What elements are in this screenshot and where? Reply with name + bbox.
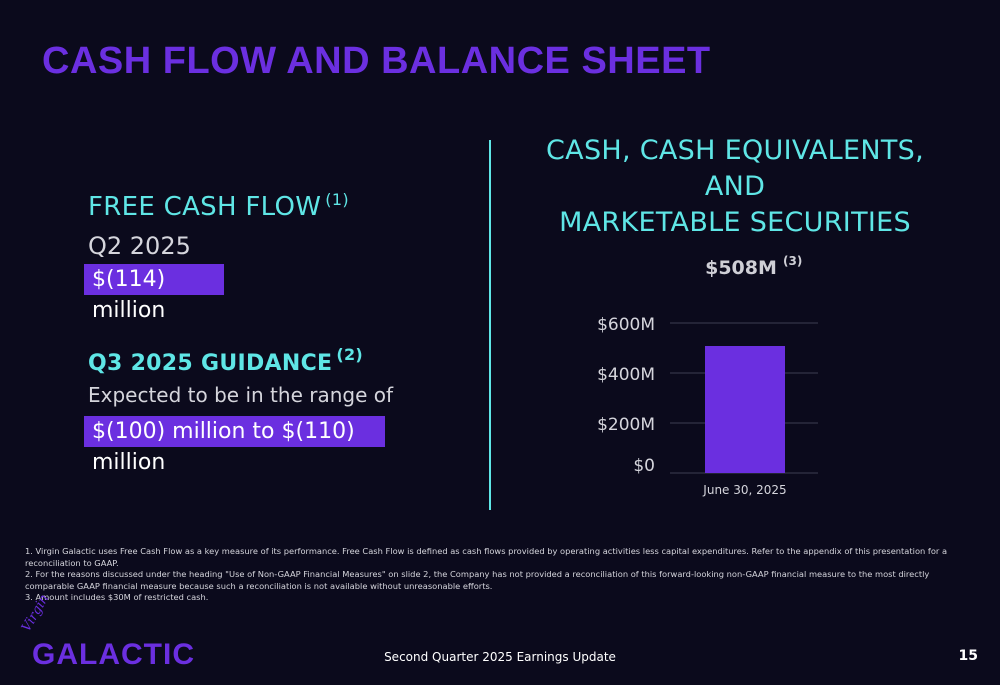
period-label: Q2 2025 [88,232,191,260]
logo-wordmark: GALACTIC [32,638,195,671]
cash-heading: CASH, CASH EQUIVALENTS, AND MARKETABLE S… [520,133,950,241]
data-label-0: $508M [705,257,777,279]
footnote-3: 3. Amount includes $30M of restricted ca… [25,592,209,602]
free-cash-flow-heading: FREE CASH FLOW (1) [88,190,349,222]
footnote-ref-1: (1) [325,190,349,209]
footer-title: Second Quarter 2025 Earnings Update [384,650,616,664]
logo-script: Virgin [19,592,53,635]
guidance-heading: Q3 2025 GUIDANCE (2) [88,345,363,376]
data-label-note-0: (3) [783,254,802,268]
slide-title: CASH FLOW AND BALANCE SHEET [42,40,711,82]
page-number: 15 [958,648,978,664]
vertical-divider [489,140,491,510]
cash-heading-line-2: MARKETABLE SECURITIES [559,207,911,238]
guidance-value: $(100) million to $(110) million [84,416,385,475]
x-category-label-0: June 30, 2025 [702,483,786,497]
footnote-ref-2: (2) [336,345,364,364]
y-tick-label-0: $0 [633,456,655,476]
y-tick-label-3: $600M [597,315,655,335]
bar-0 [705,346,785,473]
y-tick-label-1: $200M [597,415,655,435]
cash-heading-line-1: CASH, CASH EQUIVALENTS, AND [546,135,924,202]
guidance-description: Expected to be in the range of [88,383,394,407]
free-cash-flow-value: $(114) million [84,264,224,323]
footnotes: 1. Virgin Galactic uses Free Cash Flow a… [25,546,975,604]
footnote-2: 2. For the reasons discussed under the h… [25,569,930,591]
free-cash-flow-heading-text: FREE CASH FLOW [88,192,322,222]
cash-bar-chart: $0 $200M $400M $600M June 30, 2025 $508M (3) [597,254,818,497]
y-tick-label-2: $400M [597,365,655,385]
footnote-1: 1. Virgin Galactic uses Free Cash Flow a… [25,546,948,568]
guidance-heading-text: Q3 2025 GUIDANCE [88,351,333,376]
